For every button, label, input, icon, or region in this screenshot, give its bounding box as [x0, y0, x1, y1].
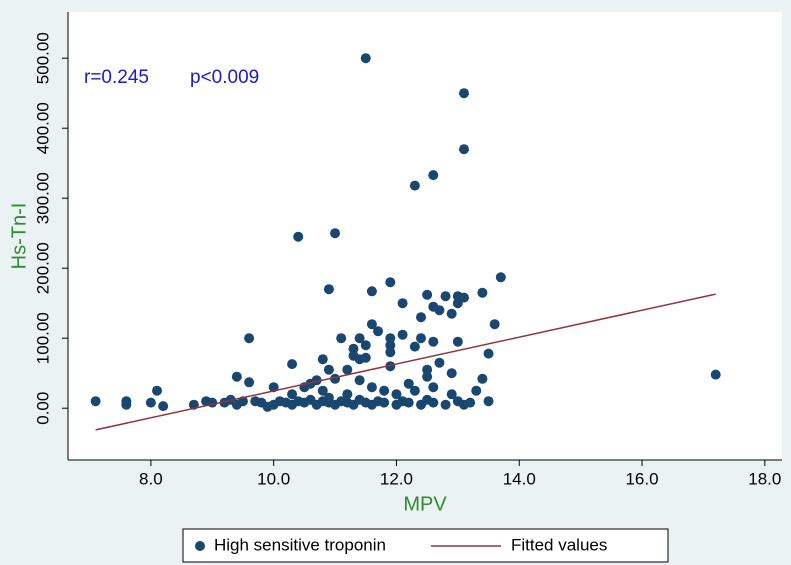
- point: [422, 371, 433, 382]
- point: [458, 144, 469, 155]
- point: [434, 357, 445, 368]
- legend-label: High sensitive troponin: [214, 535, 386, 554]
- y-tick-label: 200.00: [33, 242, 52, 294]
- point: [428, 301, 439, 312]
- point: [360, 340, 371, 351]
- point: [373, 326, 384, 337]
- point: [348, 343, 359, 354]
- point: [330, 228, 341, 239]
- point: [452, 298, 463, 309]
- point: [385, 340, 396, 351]
- y-axis-title: Hs-Tn-I: [8, 203, 30, 270]
- point: [231, 371, 242, 382]
- point: [397, 298, 408, 309]
- point: [379, 397, 390, 408]
- x-tick-label: 14.0: [503, 469, 536, 488]
- point: [403, 378, 414, 389]
- point: [354, 333, 365, 344]
- point: [446, 368, 457, 379]
- point: [207, 397, 218, 408]
- point: [483, 396, 494, 407]
- point: [409, 180, 420, 191]
- point: [428, 382, 439, 393]
- point: [385, 277, 396, 288]
- point: [360, 53, 371, 64]
- point: [323, 364, 334, 375]
- point: [403, 397, 414, 408]
- point: [317, 385, 328, 396]
- point: [409, 385, 420, 396]
- point: [336, 333, 347, 344]
- x-tick-label: 18.0: [748, 469, 781, 488]
- annotation: p<0.009: [190, 67, 259, 88]
- x-tick-label: 12.0: [380, 469, 413, 488]
- point: [409, 341, 420, 352]
- point: [158, 401, 169, 412]
- point: [416, 333, 427, 344]
- point: [428, 397, 439, 408]
- x-tick-label: 16.0: [625, 469, 658, 488]
- point: [385, 333, 396, 344]
- y-tick-label: 100.00: [33, 312, 52, 364]
- point: [428, 170, 439, 181]
- point: [323, 284, 334, 295]
- annotation: r=0.245: [84, 67, 149, 88]
- point: [446, 389, 457, 400]
- point: [379, 385, 390, 396]
- point: [422, 289, 433, 300]
- point: [366, 286, 377, 297]
- legend-marker: [195, 541, 205, 551]
- legend: [182, 528, 669, 563]
- y-tick-label: 500.00: [33, 32, 52, 84]
- x-axis-title: MPV: [403, 493, 447, 515]
- point: [354, 375, 365, 386]
- point: [710, 369, 721, 380]
- point: [121, 399, 132, 410]
- point: [440, 291, 451, 302]
- y-tick-label: 400.00: [33, 102, 52, 154]
- point: [397, 329, 408, 340]
- point: [366, 382, 377, 393]
- point: [422, 364, 433, 375]
- point: [305, 378, 316, 389]
- point: [244, 333, 255, 344]
- point: [366, 319, 377, 330]
- point: [323, 392, 334, 403]
- point: [428, 336, 439, 347]
- point: [152, 385, 163, 396]
- plot-area: [68, 12, 782, 460]
- point: [342, 389, 353, 400]
- point: [287, 389, 298, 400]
- point: [452, 336, 463, 347]
- x-tick-label: 10.0: [257, 469, 290, 488]
- point: [145, 397, 156, 408]
- point: [458, 88, 469, 99]
- point: [477, 287, 488, 298]
- x-tick-label: 8.0: [139, 469, 163, 488]
- point: [446, 308, 457, 319]
- point: [244, 377, 255, 388]
- point: [90, 396, 101, 407]
- point: [385, 361, 396, 372]
- point: [287, 359, 298, 370]
- point: [391, 389, 402, 400]
- point: [489, 319, 500, 330]
- point: [465, 397, 476, 408]
- point: [342, 364, 353, 375]
- point: [477, 373, 488, 384]
- point: [317, 354, 328, 365]
- point: [293, 231, 304, 242]
- legend-label: Fitted values: [511, 535, 607, 554]
- fitted-line: [95, 293, 716, 431]
- point: [483, 348, 494, 359]
- y-tick-label: 0.00: [33, 392, 52, 425]
- point: [440, 399, 451, 410]
- point: [495, 272, 506, 283]
- point: [416, 312, 427, 323]
- point: [354, 354, 365, 365]
- point: [471, 385, 482, 396]
- point: [385, 347, 396, 358]
- y-tick-label: 300.00: [33, 172, 52, 224]
